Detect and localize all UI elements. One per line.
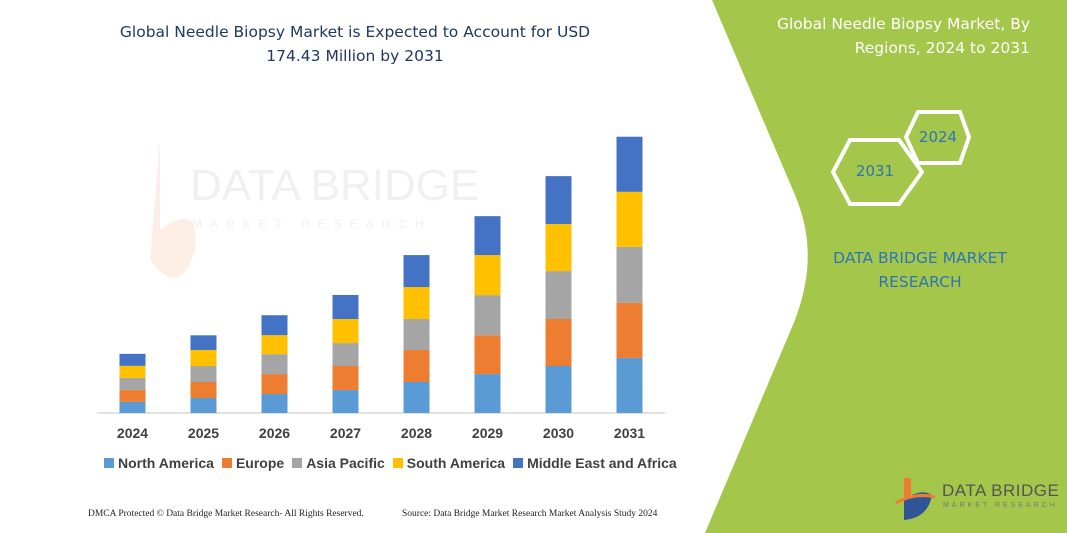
x-tick-label: 2024	[116, 425, 149, 441]
bars	[119, 136, 643, 413]
x-tick-label: 2029	[471, 425, 504, 441]
legend-label: South America	[406, 455, 506, 471]
bar-segment-2024-europe	[119, 389, 146, 402]
bar-segment-2025-asia-pacific	[190, 366, 217, 382]
legend-swatch	[104, 458, 114, 468]
legend-swatch	[292, 458, 303, 468]
bar-segment-2025-middle-east-and-africa	[190, 335, 217, 351]
legend-item: Asia Pacific	[292, 455, 385, 471]
x-tick-label: 2031	[613, 425, 646, 441]
x-tick-label: 2030	[542, 425, 575, 441]
bar-segment-2027-middle-east-and-africa	[332, 294, 359, 320]
bar-segment-2031-europe	[616, 302, 643, 358]
bar-segment-2026-north-america	[261, 394, 288, 413]
bar-segment-2025-europe	[190, 381, 217, 398]
bar-segment-2029-north-america	[474, 374, 501, 413]
bar-segment-2027-europe	[332, 366, 359, 391]
hex-label-2024: 2024	[918, 128, 958, 146]
hexagon-2024	[903, 110, 972, 165]
bar-segment-2031-middle-east-and-africa	[616, 136, 643, 192]
bar-segment-2029-south-america	[474, 255, 501, 296]
logo-name: DATA BRIDGE	[942, 481, 1060, 500]
side-panel-title: Global Needle Biopsy Market, By Regions,…	[776, 15, 1030, 57]
legend-label: Middle East and Africa	[527, 455, 677, 471]
bar-segment-2029-europe	[474, 335, 501, 375]
svg-text:DATA BRIDGE: DATA BRIDGE	[190, 161, 479, 210]
bar-segment-2027-asia-pacific	[332, 343, 359, 367]
bar-segment-2025-south-america	[190, 350, 217, 367]
legend-item: Europe	[221, 455, 285, 471]
bar-segment-2028-europe	[403, 350, 430, 382]
legend-label: North America	[118, 455, 214, 471]
legend-label: Asia Pacific	[306, 455, 385, 471]
legend-item: Middle East and Africa	[513, 455, 677, 471]
bar-segment-2028-south-america	[403, 287, 430, 320]
bar-segment-2024-middle-east-and-africa	[119, 353, 146, 366]
bar-segment-2031-north-america	[616, 357, 643, 413]
bar-segment-2030-middle-east-and-africa	[545, 176, 572, 225]
legend-label: Europe	[235, 455, 285, 471]
x-tick-label: 2027	[329, 425, 362, 441]
bar-segment-2026-asia-pacific	[261, 354, 288, 375]
legend-item: South America	[392, 455, 506, 471]
bar-segment-2028-asia-pacific	[403, 319, 430, 351]
legend-item: North America	[104, 455, 214, 471]
legend: North America Europe Asia Pacific South Ame…	[104, 455, 677, 471]
watermark-logo: DATA BRIDGE MARKET RESEARCH	[150, 140, 479, 278]
bar-segment-2030-north-america	[545, 366, 572, 413]
logo-icon	[895, 478, 936, 520]
footer-source: Source: Data Bridge Market Research Mark…	[402, 509, 658, 519]
chart-title: Global Needle Biopsy Market is Expected …	[119, 23, 591, 65]
x-tick-label: 2028	[400, 425, 433, 441]
bar-segment-2030-europe	[545, 319, 572, 367]
bar-segment-2026-europe	[261, 374, 288, 395]
hex-label-2031: 2031	[855, 162, 895, 180]
bar-segment-2024-asia-pacific	[119, 377, 146, 390]
x-tick-label: 2026	[258, 425, 291, 441]
bar-segment-2027-south-america	[332, 319, 359, 344]
bar-segment-2031-asia-pacific	[616, 246, 643, 303]
legend-swatch	[221, 458, 232, 468]
svg-text:MARKET RESEARCH: MARKET RESEARCH	[192, 217, 432, 231]
legend-swatch	[513, 458, 524, 468]
x-tick-label: 2025	[187, 425, 220, 441]
bar-segment-2031-south-america	[616, 191, 643, 247]
footer-copyright: DMCA Protected © Data Bridge Market Rese…	[88, 509, 364, 519]
logo-subtitle: MARKET RESEARCH	[943, 502, 1058, 509]
bar-segment-2026-middle-east-and-africa	[261, 315, 288, 336]
bar-segment-2025-north-america	[190, 397, 217, 413]
bar-segment-2028-middle-east-and-africa	[403, 255, 430, 288]
bar-segment-2024-south-america	[119, 365, 146, 378]
brand-text: DATA BRIDGE MARKET RESEARCH	[833, 249, 1007, 291]
bar-segment-2027-north-america	[332, 390, 359, 413]
bar-segment-2026-south-america	[261, 335, 288, 355]
bar-segment-2029-middle-east-and-africa	[474, 216, 501, 256]
bar-segment-2030-south-america	[545, 224, 572, 272]
bar-segment-2029-asia-pacific	[474, 295, 501, 336]
bar-segment-2024-north-america	[119, 401, 146, 413]
bar-segment-2028-north-america	[403, 381, 430, 413]
legend-swatch	[392, 458, 403, 468]
green-side-panel	[705, 0, 1067, 533]
bar-segment-2030-asia-pacific	[545, 271, 572, 320]
hexagon-2031	[830, 138, 925, 206]
